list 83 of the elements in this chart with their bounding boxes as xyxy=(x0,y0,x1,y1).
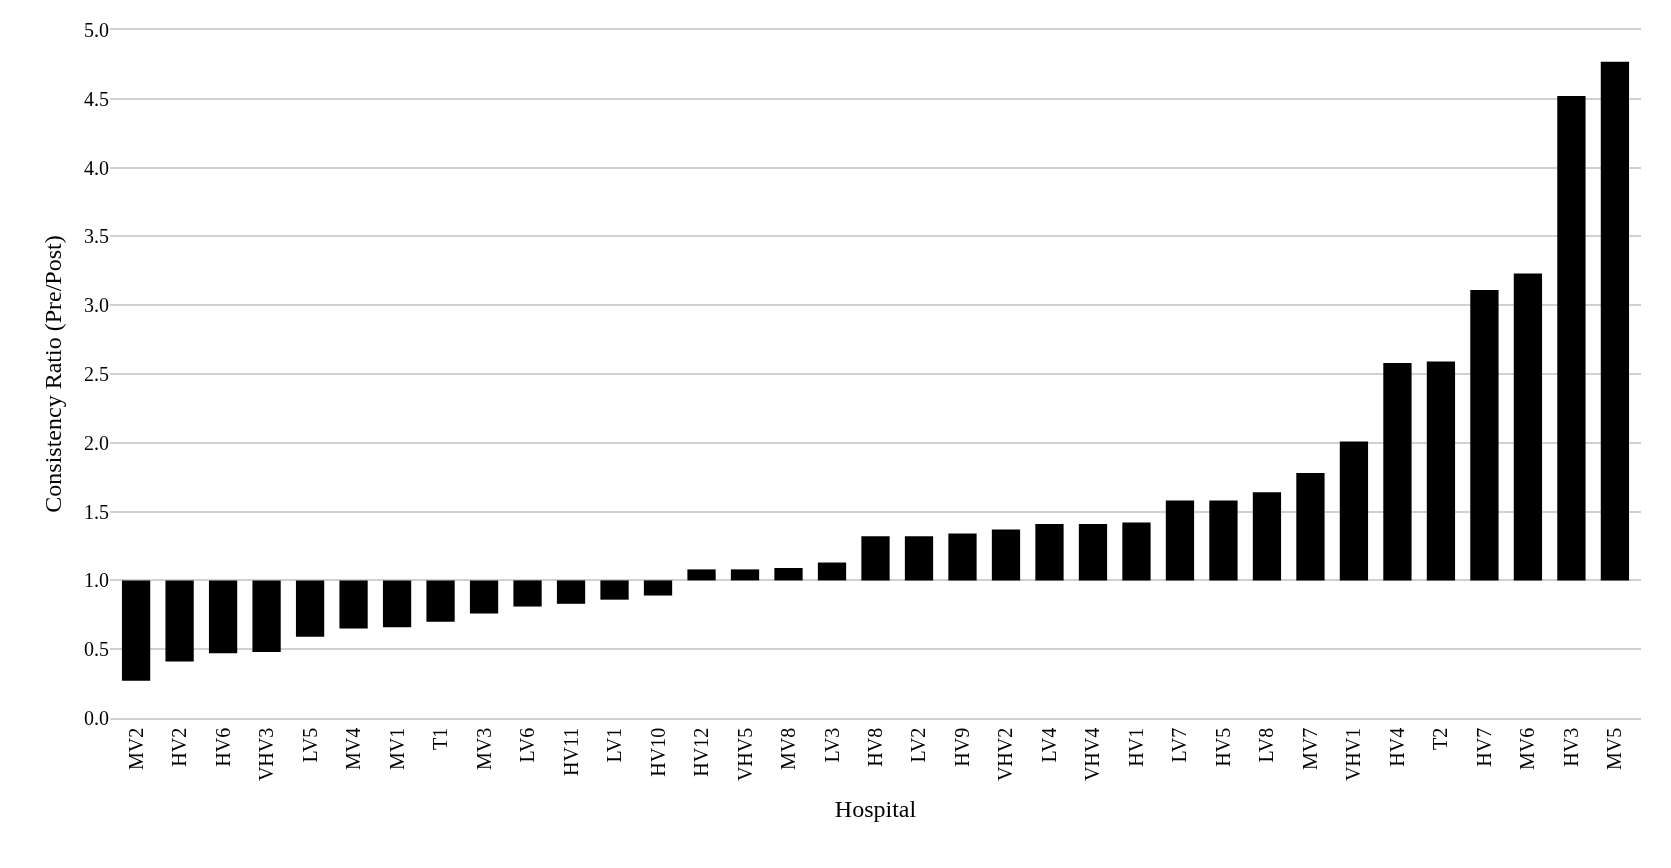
y-tick-label: 4.0 xyxy=(84,156,109,179)
x-tick-label: VHV1 xyxy=(1342,727,1365,782)
bar xyxy=(774,568,803,581)
x-tick-label: LV8 xyxy=(1255,727,1278,763)
x-tick-label: HV8 xyxy=(864,727,886,767)
bar xyxy=(1035,523,1064,581)
bar xyxy=(252,580,281,652)
bar xyxy=(1122,522,1151,581)
x-tick-label: MV4 xyxy=(342,727,365,770)
x-tick-label: HV10 xyxy=(646,727,669,777)
y-tick-label: 3.0 xyxy=(84,294,109,317)
x-tick-label: MV2 xyxy=(124,727,147,770)
bar xyxy=(339,580,368,629)
x-tick-label: LV7 xyxy=(1168,727,1191,763)
x-tick-label: HV11 xyxy=(559,727,582,776)
bar xyxy=(1252,492,1282,581)
bar xyxy=(1557,96,1586,581)
x-tick-label: MV5 xyxy=(1603,727,1626,770)
bar xyxy=(426,580,455,622)
bar xyxy=(730,569,760,581)
y-tick-label: 2.0 xyxy=(84,431,109,454)
bar xyxy=(643,580,673,596)
x-tick-label: HV9 xyxy=(950,727,973,767)
bar xyxy=(208,580,238,654)
y-tick-label: 3.5 xyxy=(84,225,109,248)
y-tick-label: 1.0 xyxy=(84,569,109,592)
x-tick-label: HV4 xyxy=(1385,727,1408,767)
bar xyxy=(556,580,586,604)
bar xyxy=(469,580,499,614)
bar xyxy=(817,562,847,581)
bar xyxy=(948,533,977,581)
bar xyxy=(1078,523,1108,581)
x-tick-label: VHV4 xyxy=(1081,727,1104,782)
bar xyxy=(295,580,325,637)
x-tick-label: MV6 xyxy=(1516,727,1539,770)
bar xyxy=(1339,441,1369,581)
bar xyxy=(687,569,716,581)
x-tick-label: MV3 xyxy=(472,727,495,770)
bar xyxy=(1600,61,1630,581)
bar xyxy=(600,580,629,600)
x-tick-label: LV3 xyxy=(820,727,843,763)
x-tick-label: HV12 xyxy=(690,727,713,777)
x-tick-label: LV4 xyxy=(1037,727,1060,763)
x-tick-label: MV1 xyxy=(385,727,408,770)
bar xyxy=(991,529,1021,581)
x-tick-label: VHV3 xyxy=(255,727,278,782)
y-tick-label: 0.0 xyxy=(84,707,109,729)
bar xyxy=(1209,500,1238,581)
y-axis-title: Consistency Ratio (Pre/Post) xyxy=(40,235,67,513)
y-tick-label: 4.5 xyxy=(84,87,109,110)
bar xyxy=(165,580,194,662)
bar xyxy=(904,536,934,581)
x-tick-label: LV6 xyxy=(516,727,539,763)
x-tick-label: T1 xyxy=(429,727,452,750)
y-tick-label: 1.5 xyxy=(84,500,109,523)
x-tick-label: LV1 xyxy=(603,727,626,763)
x-tick-label: HV5 xyxy=(1211,727,1234,767)
x-tick-label: HV7 xyxy=(1472,727,1495,767)
bar xyxy=(1426,361,1456,581)
bar xyxy=(861,536,890,581)
x-tick-label: MV8 xyxy=(777,727,800,770)
x-tick-label: HV6 xyxy=(211,727,234,767)
bar xyxy=(1296,473,1325,581)
bar xyxy=(513,580,542,607)
x-tick-label: HV3 xyxy=(1559,727,1582,767)
x-tick-label: MV7 xyxy=(1298,727,1321,770)
x-tick-label: LV2 xyxy=(907,727,930,763)
x-axis-title: Hospital xyxy=(834,795,917,822)
x-tick-label: HV2 xyxy=(168,727,191,767)
bar xyxy=(1383,362,1412,581)
x-tick-label: VHV2 xyxy=(994,727,1017,782)
x-tick-label: LV5 xyxy=(298,727,321,763)
bar xyxy=(1513,273,1543,581)
x-tick-label: VHV5 xyxy=(733,727,756,782)
x-tick-label: HV1 xyxy=(1124,727,1147,767)
bar xyxy=(121,580,151,681)
y-tick-label: 5.0 xyxy=(84,19,109,41)
y-tick-label: 2.5 xyxy=(84,363,109,385)
bar xyxy=(1470,290,1499,581)
x-tick-label: T2 xyxy=(1429,727,1452,750)
bar xyxy=(382,580,412,628)
bar xyxy=(1165,500,1195,581)
y-tick-label: 0.5 xyxy=(84,638,109,661)
